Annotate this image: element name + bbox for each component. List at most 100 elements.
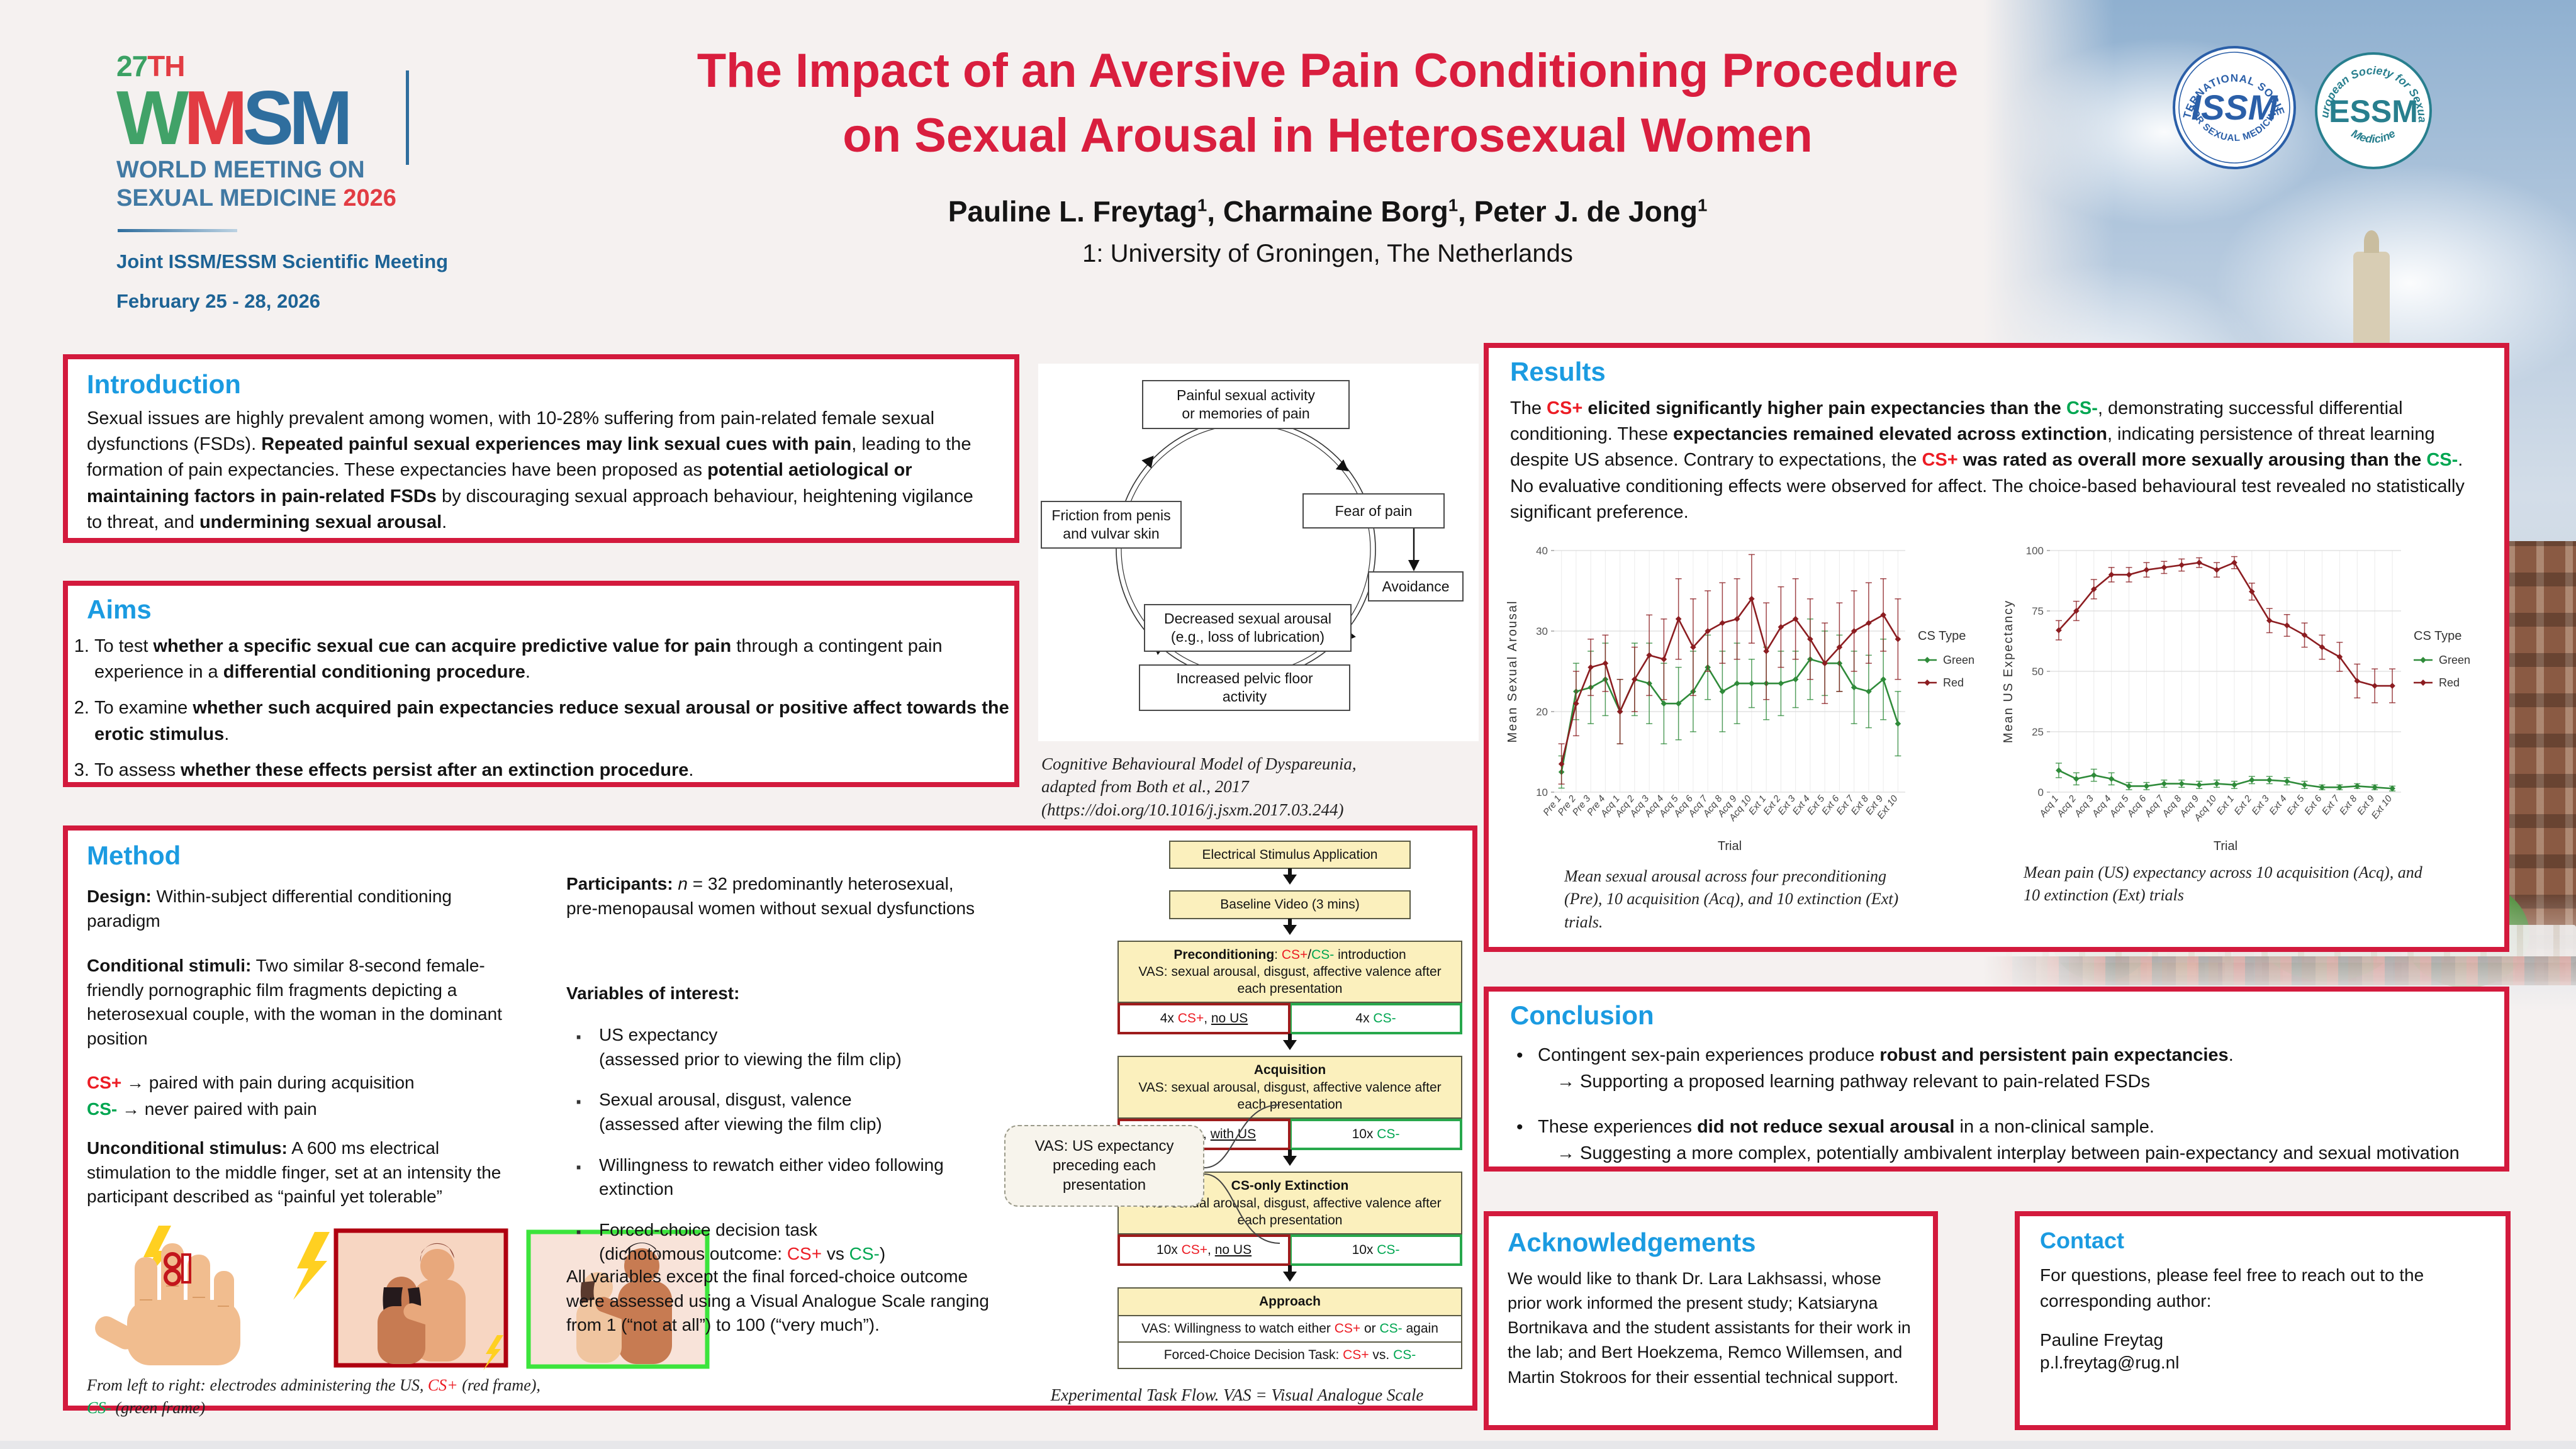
cs-plus-image [289, 1227, 516, 1375]
lightning-bolt-icon [293, 1232, 330, 1300]
flow-caption: Experimental Task Flow. VAS = Visual Ana… [1050, 1385, 1424, 1404]
svg-text:50: 50 [2032, 666, 2044, 678]
introduction-section: Introduction Sexual issues are highly pr… [63, 354, 1019, 543]
method-conditional-stimuli: Conditional stimuli: Two similar 8-secon… [87, 956, 502, 1048]
svg-text:Trial: Trial [1718, 839, 1742, 853]
svg-text:Acq 4: Acq 4 [2090, 793, 2114, 819]
svg-text:Ext 6: Ext 6 [2302, 793, 2324, 817]
svg-text:Mean US Expectancy: Mean US Expectancy [2002, 600, 2015, 743]
us-expectancy-chart: 0 25 50 75 100 Acq 1 Acq 2 Acq 3 Acq 4 Acq 5 Acq 6… [2000, 540, 2490, 855]
svg-text:Red: Red [2439, 676, 2460, 689]
variable-item: Forced-choice decision task(dichotomous … [566, 1216, 994, 1267]
flow-connectors [1204, 1104, 1280, 1244]
contact-email: p.l.freytag@rug.nl [2040, 1353, 2180, 1373]
svg-text:30: 30 [1536, 625, 1548, 637]
svg-text:20: 20 [1536, 706, 1548, 718]
svg-text:Ext 2: Ext 2 [2232, 793, 2254, 817]
svg-text:Acq 8: Acq 8 [2160, 793, 2184, 819]
svg-text:Acq 6: Acq 6 [2125, 793, 2149, 819]
title-block: The Impact of an Aversive Pain Condition… [617, 39, 2039, 268]
model-node-painful-activity: Painful sexual activity or memories of p… [1142, 380, 1350, 429]
svg-text:Ext 5: Ext 5 [2285, 793, 2307, 817]
results-section: Results The CS+ elicited significantly h… [1484, 343, 2509, 952]
svg-text:75: 75 [2032, 605, 2044, 617]
results-heading: Results [1510, 357, 1606, 386]
aims-section: Aims To test whether a specific sexual c… [63, 581, 1019, 787]
model-node-avoidance: Avoidance [1368, 571, 1464, 601]
model-node-decreased-arousal: Decreased sexual arousal (e.g., loss of … [1144, 604, 1352, 652]
flow-cs-minus-cell: 4x CS- [1291, 1003, 1462, 1035]
flow-arrow-down [1283, 1265, 1297, 1282]
svg-text:Trial: Trial [2214, 839, 2237, 853]
acknowledgements-body: We would like to thank Dr. Lara Lakhsass… [1508, 1269, 1911, 1387]
svg-text:CS Type: CS Type [1918, 629, 1966, 643]
flow-approach-row: Forced-Choice Decision Task: CS+ vs. CS- [1117, 1342, 1462, 1369]
flow-approach-row: VAS: Willingness to watch either CS+ or … [1117, 1316, 1462, 1343]
flow-arrow-down [1283, 868, 1297, 885]
poster-title-line1: The Impact of an Aversive Pain Condition… [697, 44, 1959, 98]
method-cs-plus: CS+ → paired with pain during acquisitio… [87, 1073, 415, 1092]
svg-text:ISSM: ISSM [2192, 87, 2278, 127]
svg-text:0: 0 [2038, 786, 2044, 798]
acknowledgements-section: Acknowledgements We would like to thank … [1484, 1211, 1938, 1430]
chart-caption-right: Mean pain (US) expectancy across 10 acqu… [2024, 863, 2422, 905]
acknowledgements-heading: Acknowledgements [1508, 1228, 1756, 1257]
flow-stage-subrow: 10x CS+, no US 10x CS- [1117, 1234, 1462, 1267]
svg-text:25: 25 [2032, 726, 2044, 738]
introduction-heading: Introduction [87, 369, 241, 399]
flow-side-note: VAS: US expectancy preceding each presen… [1004, 1125, 1204, 1207]
sexual-arousal-chart: 10 20 30 40 Pre 1 Pre 2 Pre 3 Pre 4 Acq 1 Acq 2 Ac… [1504, 540, 1995, 855]
svg-text:Acq 2: Acq 2 [2054, 793, 2078, 819]
flow-stage: Baseline Video (3 mins) [1169, 890, 1411, 919]
method-section: Method Design: Within-subject differenti… [63, 825, 1477, 1417]
svg-text:Ext 7: Ext 7 [2320, 793, 2342, 817]
conclusion-heading: Conclusion [1510, 1000, 1654, 1030]
model-node-fear-of-pain: Fear of pain [1302, 493, 1445, 529]
meeting-name: Joint ISSM/ESSM Scientific Meeting [116, 250, 449, 272]
conclusion-bullet: Contingent sex-pain experiences produce … [1510, 1042, 2482, 1095]
svg-text:10: 10 [1536, 786, 1548, 798]
method-heading: Method [87, 841, 181, 870]
cognitive-model-figure: Painful sexual activity or memories of p… [1038, 364, 1479, 741]
task-flow-diagram: Electrical Stimulus Application Baseline … [1004, 841, 1462, 1405]
flow-stage-header: Approach [1117, 1287, 1462, 1316]
flow-cs-plus-cell: 10x CS+, no US [1117, 1234, 1291, 1267]
svg-text:Mean Sexual Arousal: Mean Sexual Arousal [1506, 600, 1520, 742]
flow-stage-header: Acquisition VAS: sexual arousal, disgust,… [1117, 1056, 1462, 1119]
electrode-hand-image [91, 1224, 279, 1370]
svg-text:Ext 3: Ext 3 [2249, 793, 2271, 817]
svg-text:100: 100 [2026, 545, 2044, 557]
conclusion-subpoint: → Suggesting a more complex, potentially… [1557, 1143, 2460, 1164]
meeting-dates: February 25 - 28, 2026 [116, 289, 320, 312]
method-design: Design: Within-subject differential cond… [87, 887, 452, 931]
aims-list: To test whether a specific sexual cue ca… [73, 634, 1014, 783]
variable-item: Willingness to rewatch either video foll… [566, 1150, 994, 1202]
lightning-bolt-icon [483, 1335, 503, 1370]
method-variables-heading: Variables of interest: [566, 983, 740, 1003]
svg-text:Acq 5: Acq 5 [2107, 793, 2131, 819]
aims-heading: Aims [87, 595, 152, 624]
wmsm-logo-block: 27TH WMSM WORLD MEETING ON SEXUAL MEDICI… [116, 49, 448, 313]
svg-text:Green: Green [1943, 654, 1974, 666]
flow-stages: Electrical Stimulus Application Baseline … [1117, 841, 1462, 1369]
svg-text:Acq 3: Acq 3 [2072, 793, 2096, 819]
svg-text:Acq 7: Acq 7 [2142, 793, 2166, 819]
conclusion-bullet: These experiences did not reduce sexual … [1510, 1114, 2507, 1166]
stimuli-caption: From left to right: electrodes administe… [87, 1376, 540, 1417]
conclusion-subpoint: → Supporting a proposed learning pathway… [1557, 1071, 2151, 1092]
contact-intro: For questions, please feel free to reach… [2040, 1265, 2424, 1311]
aim-item: To examine whether such acquired pain ex… [94, 695, 1014, 747]
method-cs-minus: CS- → never paired with pain [87, 1099, 317, 1119]
wmsm-wordmark: WMSM [116, 75, 353, 160]
flow-stage-subrow: 4x CS+, no US 4x CS- [1117, 1003, 1462, 1035]
wmsm-27th: 27TH [116, 50, 186, 82]
issm-logo: INTERNATIONAL SOCIETY ISSM FOR SEXUAL ME… [2172, 45, 2296, 169]
contact-section: Contact For questions, please feel free … [2015, 1211, 2511, 1430]
contact-heading: Contact [2040, 1228, 2124, 1253]
method-participants: Participants: n = 32 predominantly heter… [566, 874, 975, 918]
bottom-strip [0, 1441, 2576, 1449]
